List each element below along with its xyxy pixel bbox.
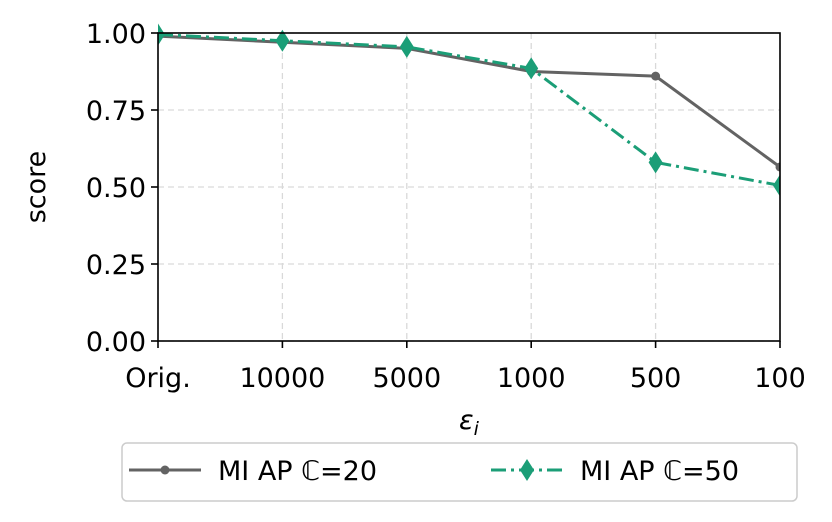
data-point: [275, 29, 290, 52]
grid: [157, 32, 781, 342]
data-point: [524, 57, 539, 80]
y-axis-label: score: [21, 151, 52, 224]
x-tick-label: 5000: [372, 363, 441, 394]
series-line: [158, 33, 780, 187]
data-point: [648, 151, 663, 174]
y-tick-label: 1.00: [86, 19, 146, 50]
series-2: [158, 23, 780, 197]
x-tick-label: 100: [754, 363, 806, 394]
legend-marker: [520, 459, 534, 481]
ticks: Orig. 10000 5000 1000 500 100 0.00 0.25 0.50 0.75…: [86, 19, 806, 394]
x-tick-label: 10000: [239, 363, 325, 394]
y-tick-label: 0.25: [86, 250, 146, 281]
x-axis-label: εi: [459, 405, 480, 440]
legend-marker: [160, 465, 170, 475]
data-point: [773, 174, 780, 197]
legend: MI AP ℂ=20 MI AP ℂ=50: [121, 442, 798, 502]
legend-entry: MI AP ℂ=20: [129, 456, 377, 487]
series-1: [158, 31, 780, 172]
legend-entry: MI AP ℂ=50: [491, 456, 739, 487]
x-axis-label-main: ε: [459, 405, 474, 436]
series-layer: [158, 23, 780, 197]
y-tick-label: 0.00: [86, 327, 146, 358]
legend-box: [121, 442, 798, 502]
data-point: [775, 162, 780, 172]
legend-label: MI AP ℂ=20: [218, 456, 377, 487]
x-tick-label: Orig.: [125, 363, 191, 394]
y-tick-label: 0.75: [86, 96, 146, 127]
data-point: [158, 23, 165, 46]
legend-label: MI AP ℂ=50: [580, 456, 739, 487]
series-line: [158, 34, 780, 169]
y-tick-label: 0.50: [86, 173, 146, 204]
x-tick-label: 1000: [497, 363, 566, 394]
x-tick-label: 500: [630, 363, 682, 394]
data-point: [399, 35, 414, 58]
data-point: [651, 71, 661, 81]
x-axis-label-sub: i: [474, 418, 480, 440]
